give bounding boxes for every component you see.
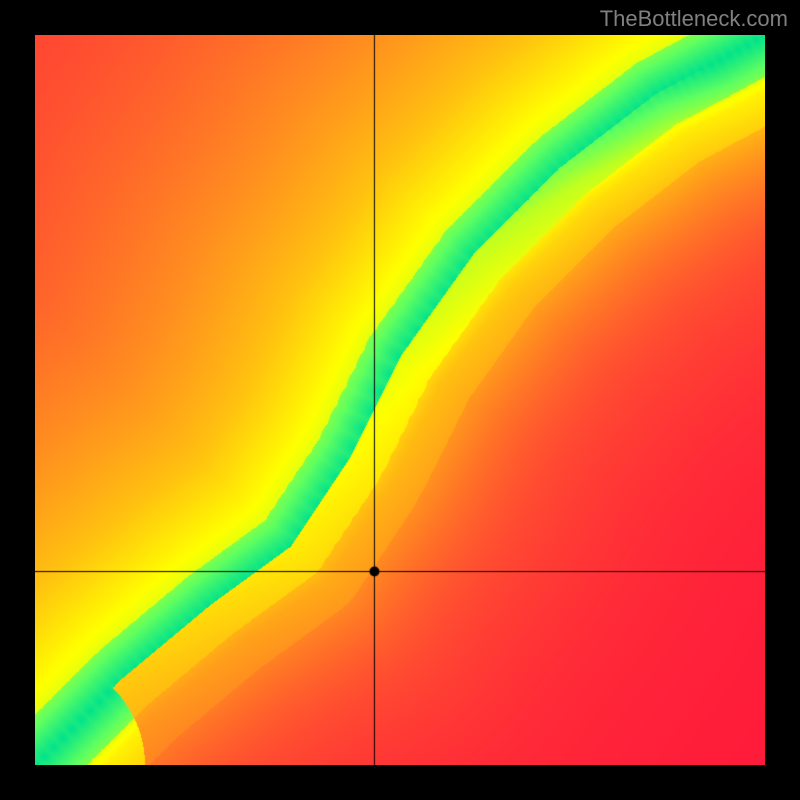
heatmap-chart: [35, 35, 765, 765]
heatmap-canvas: [35, 35, 765, 765]
watermark-text: TheBottleneck.com: [600, 6, 788, 32]
chart-container: TheBottleneck.com: [0, 0, 800, 800]
